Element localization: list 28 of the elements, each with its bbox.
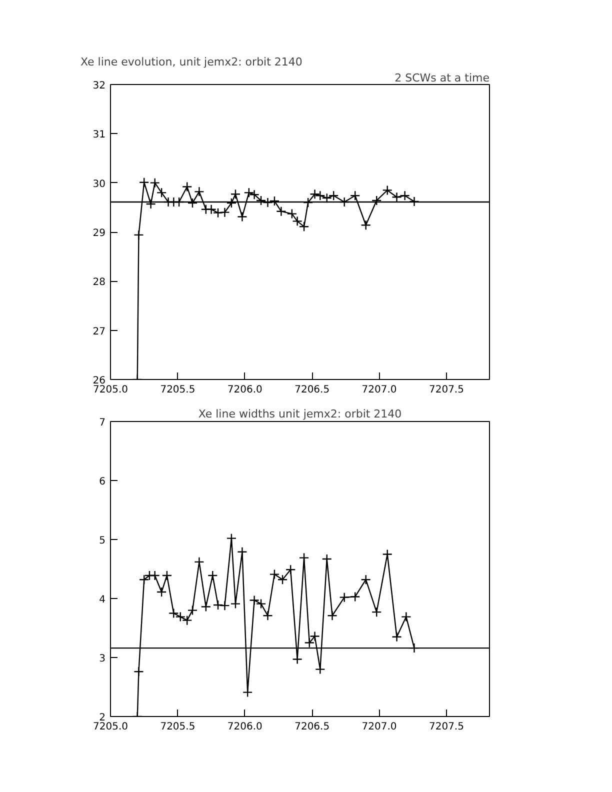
y-tick-label: 4	[99, 594, 106, 606]
chart-title: Xe line evolution, unit jemx2: orbit 2140	[80, 56, 302, 68]
x-tick-label: 7206.5	[294, 384, 330, 396]
x-tick-label: 7206.0	[227, 384, 262, 396]
y-tick-label: 29	[92, 228, 106, 239]
y-tick-label: 6	[99, 476, 106, 488]
chart-subtitle: 2 SCWs at a time	[394, 72, 490, 84]
x-tick-label: 7207.5	[429, 384, 464, 396]
y-tick-label: 3	[99, 654, 106, 664]
x-tick-label: 7207.0	[362, 722, 397, 732]
x-tick-label: 7205.5	[160, 384, 196, 396]
x-tick-label: 7205.0	[93, 722, 128, 732]
y-tick-label: 31	[92, 130, 106, 141]
y-tick-label: 27	[92, 326, 106, 338]
x-tick-label: 7205.0	[93, 384, 128, 396]
y-tick-label: 30	[92, 178, 106, 190]
y-tick-label: 26	[92, 376, 106, 386]
x-tick-label: 7207.5	[429, 722, 464, 732]
x-tick-label: 7206.5	[294, 722, 330, 732]
y-tick-label: 5	[99, 536, 106, 546]
y-tick-label: 32	[92, 80, 106, 92]
chart-title: Xe line widths unit jemx2: orbit 2140	[198, 408, 402, 420]
y-tick-label: 2	[99, 712, 106, 724]
x-tick-label: 7207.0	[362, 384, 397, 396]
y-tick-label: 7	[99, 418, 106, 428]
y-tick-label: 28	[92, 277, 106, 288]
x-tick-label: 7205.5	[160, 722, 196, 732]
x-tick-label: 7206.0	[227, 722, 262, 732]
